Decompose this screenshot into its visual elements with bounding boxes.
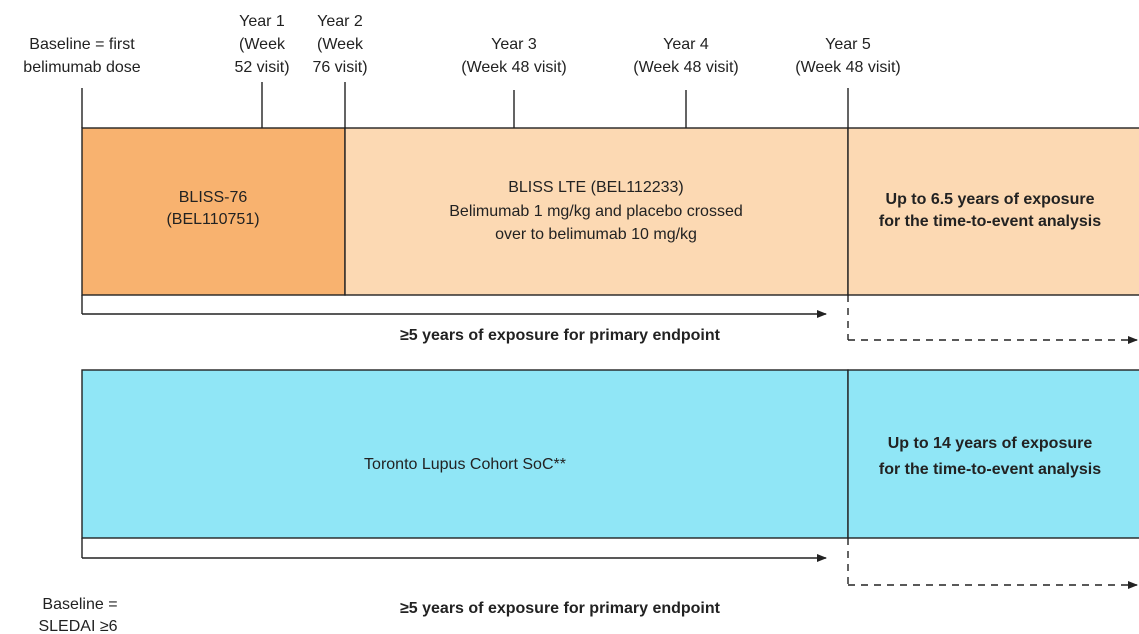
block-text: Up to 6.5 years of exposure [886,191,1095,208]
cohort-block [81,369,849,539]
baseline-label: SLEDAI ≥6 [38,618,117,634]
timeline-label: (Week [239,36,286,53]
endpoint-label: ≥5 years of exposure for primary endpoin… [400,600,721,617]
timeline-label: (Week 48 visit) [633,59,739,76]
block-text: for the time-to-event analysis [879,213,1101,230]
timeline-label: belimumab dose [23,59,141,76]
timeline-label: (Week 48 visit) [795,59,901,76]
block-text: (BEL110751) [166,211,259,228]
block-text: Up to 14 years of exposure [888,435,1093,452]
timeline-ticks [81,82,849,128]
block-text: for the time-to-event analysis [879,461,1101,478]
timeline-label: Year 1 [239,13,285,30]
block-text: over to belimumab 10 mg/kg [495,226,697,243]
timeline-label: Year 5 [825,36,871,53]
extended-exposure-block [847,369,1139,539]
endpoint-label: ≥5 years of exposure for primary endpoin… [400,327,721,344]
timeline-label: 52 visit) [234,59,289,76]
timeline-label: 76 visit) [312,59,367,76]
timeline-label: Year 3 [491,36,537,53]
timeline-label: Year 4 [663,36,709,53]
study-block [81,127,346,296]
timeline-label: (Week [317,36,364,53]
lower-arrows [81,538,1138,589]
extended-exposure-block [847,127,1139,296]
block-text: BLISS LTE (BEL112233) [508,179,684,196]
baseline-label: Baseline = [42,596,117,613]
block-text: Toronto Lupus Cohort SoC** [364,456,566,473]
block-text: Belimumab 1 mg/kg and placebo crossed [449,203,743,220]
upper-arrows [81,295,1138,344]
timeline-label: (Week 48 visit) [461,59,567,76]
block-text: BLISS-76 [179,189,248,206]
timeline-label: Baseline = first [29,36,135,53]
timeline-label: Year 2 [317,13,363,30]
